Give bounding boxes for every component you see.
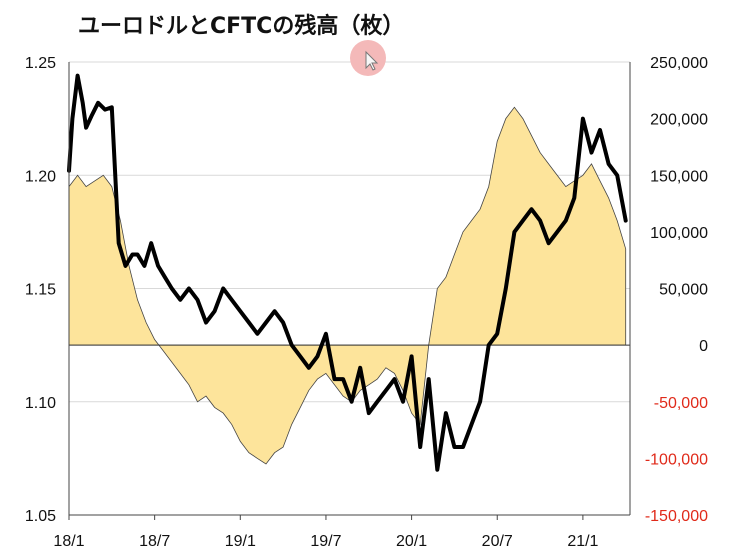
right-tick-label: 200,000	[650, 112, 708, 129]
position-area-layer	[69, 107, 630, 464]
right-axis-ticks: -150,000 -100,000 -50,000 0 50,000 100,000 150…	[645, 55, 708, 525]
right-tick-label: 100,000	[650, 225, 708, 242]
left-axis-ticks: 1.05 1.10 1.15 1.20 1.25	[25, 55, 56, 525]
left-tick-label: 1.10	[25, 395, 56, 412]
x-tick-label: 20/7	[482, 533, 513, 550]
right-tick-label: 250,000	[650, 55, 708, 72]
right-tick-label: 150,000	[650, 168, 708, 185]
left-tick-label: 1.05	[25, 508, 56, 525]
left-tick-label: 1.15	[25, 282, 56, 299]
position-area	[69, 107, 626, 464]
x-tick-label: 19/1	[225, 533, 256, 550]
x-tick-label: 18/7	[139, 533, 170, 550]
right-tick-label: 50,000	[659, 282, 708, 299]
x-axis-ticks: 18/1 18/7 19/1 19/7 20/1 20/7 21/1	[53, 515, 598, 550]
left-tick-label: 1.20	[25, 168, 56, 185]
x-tick-label: 21/1	[567, 533, 598, 550]
right-tick-label: -150,000	[645, 508, 708, 525]
x-tick-label: 20/1	[396, 533, 427, 550]
right-tick-label: -50,000	[654, 395, 708, 412]
left-tick-label: 1.25	[25, 55, 56, 72]
right-tick-label: -100,000	[645, 451, 708, 468]
x-tick-label: 19/7	[310, 533, 341, 550]
x-tick-label: 18/1	[53, 533, 84, 550]
right-tick-label: 0	[699, 338, 708, 355]
chart-title: ユーロドルとCFTCの残高（枚）	[78, 13, 404, 39]
